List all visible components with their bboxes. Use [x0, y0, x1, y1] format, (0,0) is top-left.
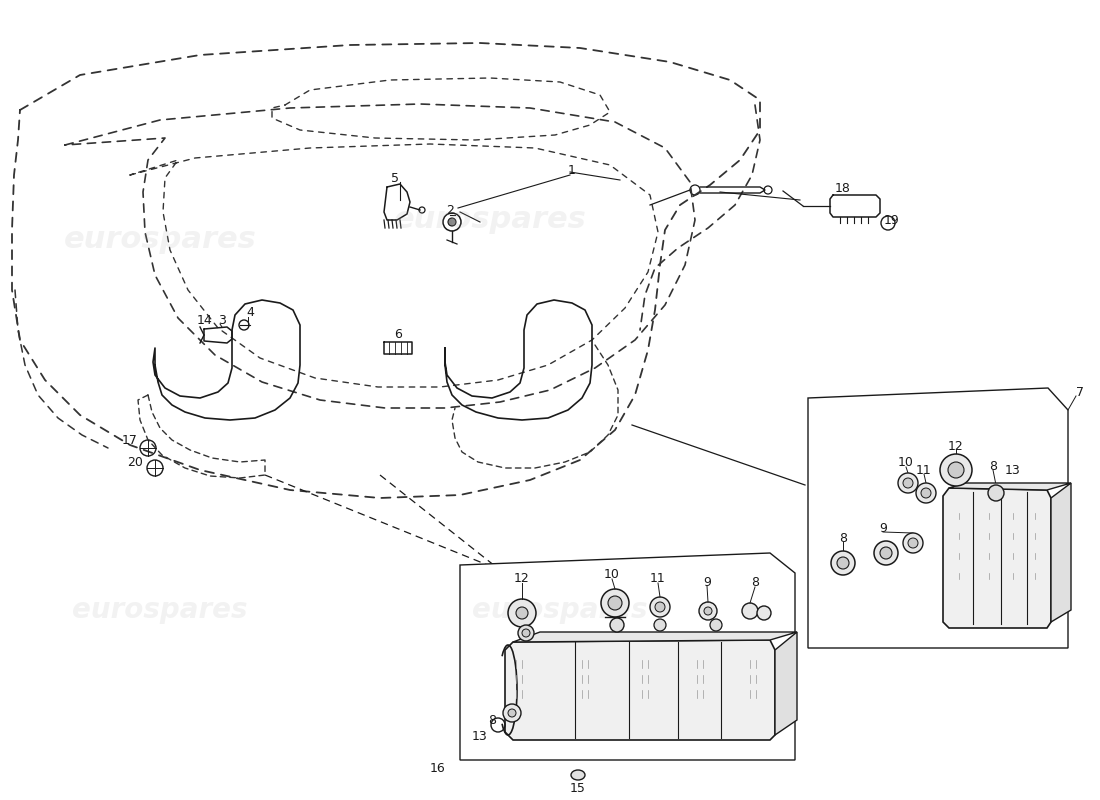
- Text: 16: 16: [430, 762, 446, 774]
- Circle shape: [916, 483, 936, 503]
- Text: 8: 8: [989, 459, 997, 473]
- Text: 17: 17: [122, 434, 138, 446]
- Circle shape: [610, 618, 624, 632]
- Text: 10: 10: [604, 569, 620, 582]
- Polygon shape: [460, 553, 795, 760]
- Circle shape: [757, 606, 771, 620]
- Circle shape: [880, 547, 892, 559]
- Text: eurospares: eurospares: [64, 226, 256, 254]
- Circle shape: [654, 619, 666, 631]
- Polygon shape: [943, 488, 1050, 628]
- Polygon shape: [1050, 483, 1071, 622]
- Circle shape: [448, 218, 456, 226]
- Circle shape: [704, 607, 712, 615]
- Circle shape: [608, 596, 622, 610]
- Circle shape: [518, 625, 534, 641]
- Circle shape: [988, 485, 1004, 501]
- Text: 20: 20: [128, 455, 143, 469]
- Circle shape: [908, 538, 918, 548]
- Text: 18: 18: [835, 182, 851, 194]
- Circle shape: [921, 488, 931, 498]
- Text: 19: 19: [884, 214, 900, 226]
- Circle shape: [903, 478, 913, 488]
- Text: 11: 11: [650, 573, 666, 586]
- Circle shape: [940, 454, 972, 486]
- Circle shape: [654, 602, 666, 612]
- Text: eurospares: eurospares: [472, 596, 648, 624]
- Text: eurospares: eurospares: [394, 206, 586, 234]
- Circle shape: [948, 462, 964, 478]
- Text: 1: 1: [568, 163, 576, 177]
- Text: 13: 13: [1005, 463, 1021, 477]
- Circle shape: [508, 599, 536, 627]
- Text: 12: 12: [948, 439, 964, 453]
- Text: 2: 2: [447, 203, 454, 217]
- Text: 15: 15: [570, 782, 586, 794]
- Circle shape: [742, 603, 758, 619]
- Text: 10: 10: [898, 457, 914, 470]
- Circle shape: [516, 607, 528, 619]
- Circle shape: [601, 589, 629, 617]
- Text: 12: 12: [514, 573, 530, 586]
- Circle shape: [903, 533, 923, 553]
- Text: 5: 5: [390, 171, 399, 185]
- Text: 8: 8: [751, 577, 759, 590]
- Text: 11: 11: [916, 463, 932, 477]
- Text: 14: 14: [197, 314, 213, 326]
- Circle shape: [837, 557, 849, 569]
- Circle shape: [650, 597, 670, 617]
- Circle shape: [698, 602, 717, 620]
- Text: 9: 9: [879, 522, 887, 534]
- Circle shape: [710, 619, 722, 631]
- Circle shape: [830, 551, 855, 575]
- Text: 8: 8: [488, 714, 496, 726]
- Polygon shape: [949, 483, 1071, 490]
- Polygon shape: [776, 632, 798, 735]
- Circle shape: [508, 709, 516, 717]
- Circle shape: [503, 704, 521, 722]
- Circle shape: [522, 629, 530, 637]
- Polygon shape: [808, 388, 1068, 648]
- Circle shape: [898, 473, 918, 493]
- Text: 8: 8: [839, 531, 847, 545]
- Text: 3: 3: [218, 314, 226, 326]
- Polygon shape: [513, 632, 798, 642]
- Text: 6: 6: [394, 329, 402, 342]
- Polygon shape: [505, 640, 776, 740]
- Ellipse shape: [571, 770, 585, 780]
- Text: eurospares: eurospares: [73, 596, 248, 624]
- Text: 13: 13: [472, 730, 488, 743]
- Circle shape: [874, 541, 898, 565]
- Text: 7: 7: [1076, 386, 1084, 399]
- Text: 4: 4: [246, 306, 254, 319]
- Text: 9: 9: [703, 575, 711, 589]
